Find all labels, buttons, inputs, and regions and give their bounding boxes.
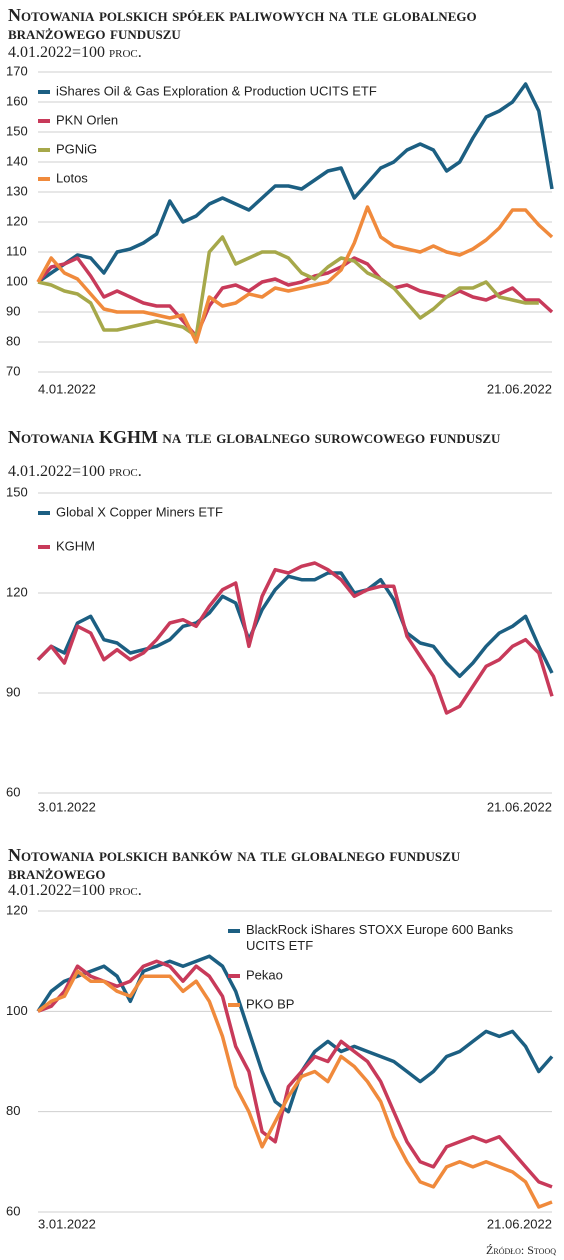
y-tick-label: 150 [6,123,28,138]
y-tick-label: 100 [6,1003,28,1018]
x-tick-label: 21.06.2022 [487,799,552,814]
line-series [36,256,554,338]
y-tick-label: 70 [6,363,20,378]
line-series [36,571,554,679]
y-tick-label: 160 [6,93,28,108]
y-tick-label: 120 [6,584,28,599]
y-tick-label: 170 [6,63,28,78]
line-series [37,82,554,284]
y-tick-label: 110 [6,243,27,258]
y-tick-label: 90 [6,303,20,318]
y-tick-label: 80 [6,333,20,348]
legend-label: PKO BP [246,996,294,1011]
line-series [37,959,553,1189]
chart-title: Notowania KGHM na tle globalnego surowco… [8,427,501,447]
legend-label: Lotos [56,170,88,185]
y-tick-label: 120 [6,903,28,917]
legend-label: PGNiG [56,141,97,156]
y-tick-label: 150 [6,485,28,499]
y-tick-label: 100 [6,273,28,288]
line-series [36,205,554,344]
legend-label: PKN Orlen [56,112,118,127]
y-tick-label: 120 [6,213,28,228]
legend-label: Global X Copper Miners ETF [56,504,223,519]
legend-label: BlackRock iShares STOXX Europe 600 Banks… [246,922,517,953]
y-tick-label: 80 [6,1103,20,1118]
y-tick-label: 130 [6,183,28,198]
line-series [36,969,553,1209]
legend-label: Pekao [246,967,283,982]
x-tick-label: 21.06.2022 [487,1216,552,1231]
line-series [37,235,539,338]
chart: 60 90 120 150 3.01.2022 21.06.2022 Global X Co… [6,485,554,814]
x-tick-label: 4.01.2022 [38,381,96,396]
legend-label: KGHM [56,538,95,553]
chart-title: Notowania polskich banków na tle globaln… [8,845,461,883]
legend-label: iShares Oil & Gas Exploration & Producti… [56,83,377,98]
chart: 70 80 90 100 110 120 130 140 150 160 170 4.01.2022 2… [6,63,554,396]
chart: 60 80 100 120 3.01.2022 21.06.2022 BlackRock i… [6,903,554,1231]
y-tick-label: 140 [6,153,28,168]
line-series [36,561,554,715]
line-series [36,954,554,1114]
y-tick-label: 90 [6,684,20,699]
chart-subtitle: 4.01.2022=100 proc. [8,44,142,61]
x-tick-label: 3.01.2022 [38,1216,96,1231]
chart-title: Notowania polskich spółek paliwowych na … [8,5,477,43]
chart-subtitle: 4.01.2022=100 proc. [8,882,142,899]
x-tick-label: 3.01.2022 [38,799,96,814]
x-tick-label: 21.06.2022 [487,381,552,396]
y-tick-label: 60 [6,1203,20,1218]
source: Źródło: Stooq [486,1243,556,1257]
y-tick-label: 60 [6,784,20,799]
chart-subtitle: 4.01.2022=100 proc. [8,463,142,480]
